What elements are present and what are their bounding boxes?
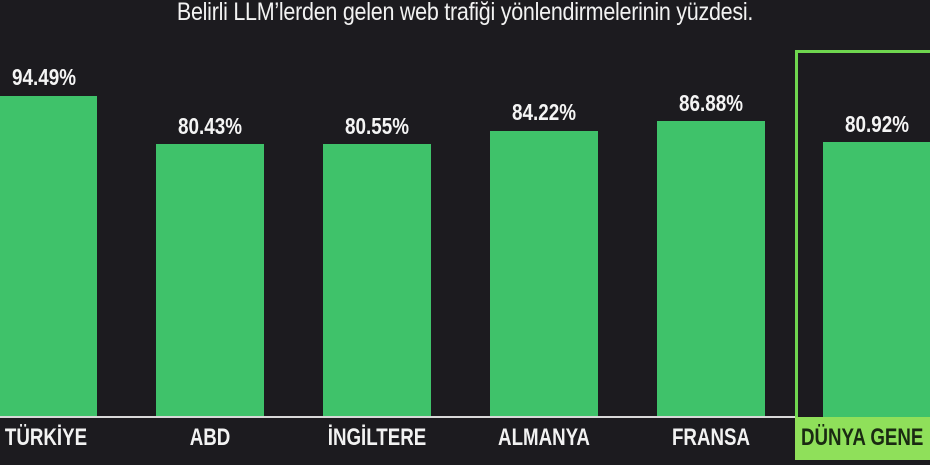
bar-ingiltere [323, 144, 431, 416]
category-label-fransa: FRANSA [672, 424, 750, 451]
value-label-almanya: 84.22% [512, 99, 576, 125]
bar-abd [156, 144, 264, 416]
bar-turkiye [0, 96, 97, 416]
value-label-abd: 80.43% [178, 113, 242, 139]
bar-fransa [657, 121, 765, 416]
bar-dunya-geneli [823, 142, 930, 417]
category-label-turkiye: TÜRKİYE [4, 424, 88, 451]
value-label-ingiltere: 80.55% [345, 113, 409, 139]
value-label-dunya-geneli: 80.92% [845, 111, 909, 137]
x-axis-line [0, 416, 795, 418]
category-label-dunya-geneli-box: DÜNYA GENE [795, 417, 930, 460]
category-label-dunya-geneli: DÜNYA GENE [801, 424, 924, 451]
value-label-fransa: 86.88% [679, 90, 743, 116]
category-label-ingiltere: İNGİLTERE [327, 424, 427, 451]
bar-almanya [490, 131, 598, 416]
category-label-abd: ABD [189, 424, 231, 451]
chart-title: Belirli LLM’lerden gelen web trafiği yön… [176, 0, 754, 26]
category-label-almanya: ALMANYA [498, 424, 590, 451]
value-label-turkiye: 94.49% [12, 64, 76, 90]
